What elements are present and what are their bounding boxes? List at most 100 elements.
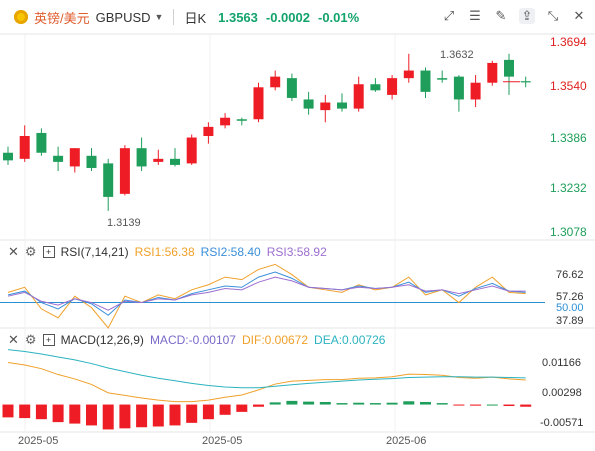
candle-body <box>170 158 180 165</box>
grid <box>0 33 595 433</box>
macd-histogram-bar <box>420 401 431 405</box>
macd-histogram-bar <box>186 404 198 423</box>
gear-icon[interactable]: ⚙ <box>24 332 37 347</box>
candle-body <box>186 137 197 164</box>
close-icon[interactable]: ✕ <box>8 244 19 259</box>
rsi-tick-2: 50.00 <box>556 302 584 314</box>
candle-body <box>36 132 47 153</box>
candle-body <box>370 84 381 91</box>
dif-value: DIF:0.00672 <box>241 333 309 347</box>
rsi1-line <box>7 263 526 329</box>
candle-body <box>353 84 364 109</box>
plus-icon[interactable]: + <box>42 334 55 346</box>
dea-line <box>7 349 526 389</box>
price-tick-0: 1.3694 <box>550 35 587 49</box>
macd-tick-0: 0.01166 <box>542 357 581 369</box>
macd-histogram-bar <box>2 404 14 418</box>
macd-histogram-bar <box>303 401 315 405</box>
candle-body <box>19 136 30 159</box>
macd-histogram-bar <box>386 402 398 405</box>
rsi2-value: RSI2:58.40 <box>200 245 261 259</box>
toolbar-icons: ⤢ ☰ ✎ ⇪ ⤡ ✕ <box>441 8 587 24</box>
date-label-1: 2025-05 <box>202 435 242 447</box>
date-label-2: 2025-06 <box>386 435 426 447</box>
rsi3-value: RSI3:58.92 <box>266 245 327 259</box>
macd-histogram-bar <box>253 404 264 407</box>
rsi-tick-3: 37.89 <box>556 315 584 327</box>
candle-body <box>270 76 281 88</box>
candle-body <box>487 62 498 83</box>
macd-histogram-bar <box>286 400 298 405</box>
settings-sliders-icon[interactable]: ☰ <box>469 8 481 23</box>
plus-icon[interactable]: + <box>42 246 55 258</box>
expand-icon[interactable]: ⤢ <box>443 8 455 23</box>
low-label: 1.3139 <box>107 217 141 229</box>
toolbar: 英镑/美元 GBPUSD ▼ 日K 1.3563 -0.0002 -0.01% <box>0 0 595 34</box>
macd-histogram-bar <box>470 404 482 406</box>
price-tick-2: 1.3386 <box>550 131 587 145</box>
macd-histogram-bar <box>136 404 148 428</box>
drawing-icon[interactable]: ✎ <box>495 8 507 23</box>
price-change: -0.0002 <box>265 9 310 25</box>
candle-body <box>220 117 231 126</box>
timeframe-selector[interactable]: 日K <box>184 10 207 26</box>
rsi1-value: RSI1:56.38 <box>134 245 195 259</box>
close-icon[interactable]: ✕ <box>573 8 585 23</box>
fullscreen-icon[interactable]: ⤡ <box>547 8 559 23</box>
candle-body <box>470 82 481 100</box>
candle-body <box>286 78 297 98</box>
macd-histogram-bar <box>202 404 214 420</box>
candle-body <box>320 102 331 111</box>
symbol-name[interactable]: 英镑/美元 <box>34 10 90 26</box>
candle-body <box>387 78 398 95</box>
macd-histogram-bar <box>69 404 81 424</box>
macd-histogram-bar <box>219 404 231 415</box>
rsi3-line <box>7 276 526 311</box>
macd-histogram-bar <box>236 404 248 412</box>
macd-histogram-bar <box>19 404 31 419</box>
candle-body <box>303 99 314 109</box>
candle-body <box>103 163 114 197</box>
macd-histogram-bar <box>52 404 64 423</box>
candle-body <box>337 102 347 109</box>
rsi-tick-1: 57.26 <box>556 291 584 303</box>
macd-histogram-bar <box>169 404 181 426</box>
price-change-pct: -0.01% <box>317 9 360 25</box>
candle-body <box>236 119 247 121</box>
macd-tick-1: 0.00298 <box>542 387 582 399</box>
symbol-code[interactable]: GBPUSD <box>95 9 151 25</box>
macd-histogram-bar <box>353 402 365 405</box>
macd-histogram-bar <box>486 404 498 406</box>
macd-title: MACD(12,26,9) <box>60 333 144 347</box>
chevron-down-icon[interactable]: ▼ <box>154 12 164 22</box>
candle-body <box>153 158 164 162</box>
gear-icon[interactable]: ⚙ <box>24 244 37 259</box>
macd-histogram-bar <box>35 404 47 420</box>
macd-value: MACD:-0.00107 <box>149 333 236 347</box>
rsi2-line <box>7 271 526 316</box>
macd-histogram-bar <box>403 401 415 405</box>
dif-line <box>7 361 526 403</box>
dea-value: DEA:0.00726 <box>314 333 386 347</box>
last-price: 1.3563 <box>218 9 258 25</box>
high-label: 1.3632 <box>440 49 474 61</box>
share-icon[interactable]: ⇪ <box>519 8 535 24</box>
close-icon[interactable]: ✕ <box>8 332 19 347</box>
macd-histogram-bar <box>503 404 515 407</box>
candle-body <box>53 155 64 162</box>
candle-body <box>86 155 97 168</box>
macd-histogram-bar <box>436 403 448 405</box>
rsi-title: RSI(7,14,21) <box>60 245 129 259</box>
macd-histogram-bar <box>119 404 131 429</box>
flag-icon <box>14 10 28 24</box>
macd-histogram-bar <box>152 404 164 427</box>
macd-header: ✕ ⚙ + MACD(12,26,9) MACD:-0.00107 DIF:0.… <box>8 332 385 348</box>
date-label-0: 2025-05 <box>18 435 58 447</box>
rsi-lines <box>0 263 545 329</box>
macd-histogram-bar <box>369 403 381 405</box>
macd-histogram-bar <box>453 404 465 406</box>
macd-group <box>2 349 532 430</box>
candle-body <box>69 148 80 167</box>
